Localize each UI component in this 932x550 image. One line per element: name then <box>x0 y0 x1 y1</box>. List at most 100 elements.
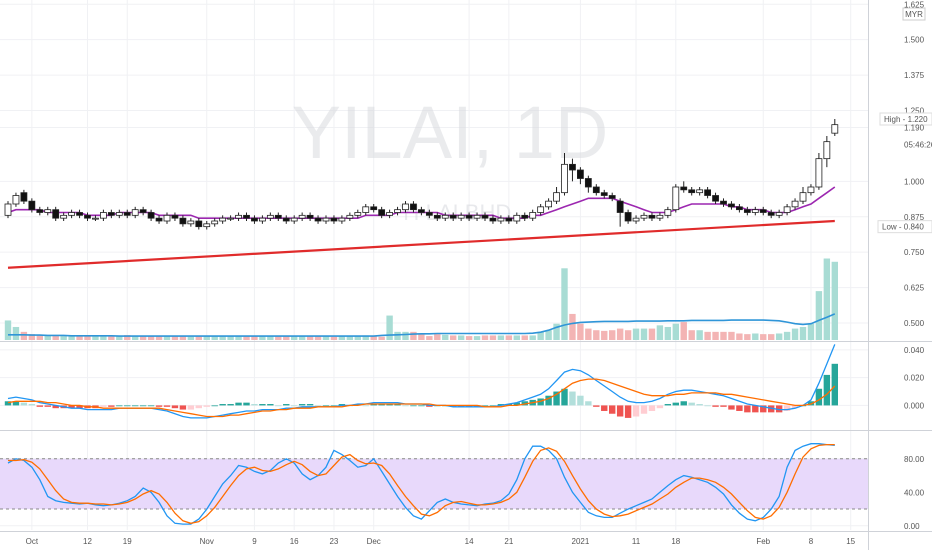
volume-bar <box>704 331 711 340</box>
volume-bar <box>680 322 687 340</box>
candle-body <box>569 163 576 171</box>
candle-body <box>139 209 147 213</box>
macd-histogram-bar <box>179 405 187 410</box>
volume-bar <box>457 335 465 340</box>
candle-body <box>346 214 354 219</box>
time-tick-label: 9 <box>252 537 257 546</box>
macd-histogram-bar <box>696 404 703 406</box>
macd-histogram-bar <box>513 402 520 406</box>
macd-histogram-bar <box>12 401 20 406</box>
time-tick-label: 19 <box>123 537 132 546</box>
macd-histogram-bar <box>298 404 306 406</box>
candle-body <box>131 209 139 216</box>
volume-bar <box>362 335 369 340</box>
candle-body <box>227 217 235 220</box>
time-tick-label: 11 <box>632 537 641 546</box>
macd-histogram-bar <box>553 391 560 406</box>
volume-bar <box>537 331 544 340</box>
macd-histogram-bar <box>752 405 759 413</box>
macd-histogram-bar <box>457 405 465 407</box>
macd-histogram-bar <box>116 405 123 407</box>
price-tick-label: 0.625 <box>904 284 925 293</box>
candle-body <box>537 206 545 213</box>
volume-bar <box>712 331 719 340</box>
macd-histogram-bar <box>601 405 608 411</box>
volume-bar <box>354 336 361 340</box>
volume-bar <box>386 315 393 340</box>
macd-histogram-bar <box>728 405 735 410</box>
support-trend-line[interactable] <box>7 219 835 269</box>
volume-bar <box>76 336 83 340</box>
macd-histogram-bar <box>163 405 171 407</box>
candle-body <box>799 192 807 202</box>
volume-bar <box>648 328 656 340</box>
volume-bar <box>36 335 43 340</box>
candle-body <box>370 206 378 211</box>
volume-bar <box>688 330 695 340</box>
candle-body <box>561 163 568 194</box>
volume-bar <box>267 336 274 340</box>
time-tick-label: 15 <box>846 537 855 546</box>
macd-histogram-bar <box>370 404 377 406</box>
candle-body <box>386 212 394 216</box>
candle-body <box>52 209 60 219</box>
macd-histogram-bar <box>147 405 155 407</box>
time-tick-label: Feb <box>756 537 770 546</box>
candle-body <box>20 192 28 202</box>
volume-bar <box>195 336 202 340</box>
volume-bar <box>752 333 759 340</box>
volume-bar <box>775 333 783 340</box>
candle-body <box>338 217 346 222</box>
candle-body <box>417 209 425 213</box>
volume-bar <box>624 330 632 340</box>
price-tick-label: 1.375 <box>904 71 925 80</box>
time-tick-label: 21 <box>504 537 513 546</box>
volume-bar <box>92 336 99 340</box>
macd-histogram-bar <box>426 405 433 407</box>
candle-body <box>751 209 759 213</box>
candle-body <box>608 195 616 199</box>
volume-bar <box>116 336 123 340</box>
volume-bar <box>124 335 131 340</box>
volume-bar <box>656 325 664 340</box>
volume-bar <box>84 336 91 340</box>
candle-body <box>489 217 497 222</box>
candle-body <box>441 214 449 219</box>
macd-histogram-bar <box>775 405 783 413</box>
macd-histogram-bar <box>314 405 322 407</box>
candle-body <box>513 214 521 222</box>
volume-bar <box>330 336 338 340</box>
candle-body <box>728 203 735 208</box>
candle-body <box>743 209 751 213</box>
volume-bar <box>823 258 831 340</box>
candle-body <box>60 214 68 219</box>
candle-body <box>457 214 465 219</box>
candle-body <box>497 217 505 222</box>
candle-body <box>433 214 441 219</box>
time-tick-label: 16 <box>290 537 299 546</box>
volume-bar <box>783 331 791 340</box>
macd-histogram-bar <box>577 395 584 406</box>
currency-label: MYR <box>905 10 923 19</box>
volume-bar <box>68 336 75 340</box>
candle-body <box>314 217 322 222</box>
candle-body <box>211 220 219 225</box>
volume-bar <box>561 268 568 340</box>
volume-bar <box>616 328 624 340</box>
candle-body <box>783 206 791 213</box>
time-tick-label: 23 <box>329 537 338 546</box>
macd-signal-line <box>7 378 836 418</box>
macd-histogram-bar <box>36 405 43 407</box>
volume-bar <box>132 336 139 340</box>
volume-bar <box>298 336 306 340</box>
currency-badge <box>902 7 926 21</box>
macd-histogram-bar <box>450 405 457 407</box>
price-tick-label: 0.875 <box>904 213 925 222</box>
volume-ma-line <box>8 313 836 337</box>
volume-bar <box>12 326 20 340</box>
macd-histogram-bar <box>124 405 131 407</box>
macd-histogram-bar <box>473 405 481 407</box>
macd-histogram-bar <box>259 404 266 406</box>
volume-bar <box>569 313 576 340</box>
